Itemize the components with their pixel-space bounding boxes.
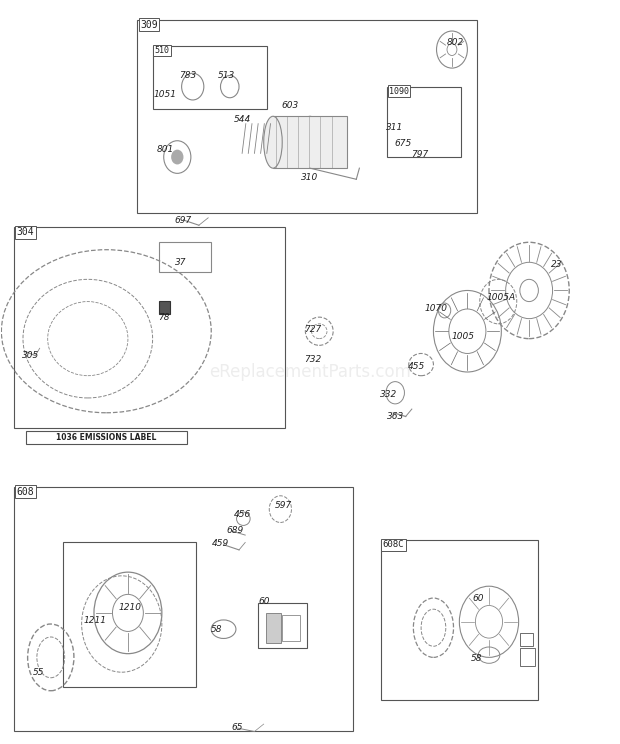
Bar (63, 542, 196, 687)
Text: 455: 455 (407, 362, 425, 371)
Bar (257, 603, 307, 648)
Bar (273, 116, 347, 168)
Text: 797: 797 (411, 150, 428, 159)
Text: 597: 597 (275, 501, 292, 510)
Text: eReplacementParts.com: eReplacementParts.com (209, 363, 411, 381)
Bar (159, 243, 211, 272)
Text: 603: 603 (281, 100, 299, 109)
Bar (137, 20, 477, 213)
Text: 1210: 1210 (118, 603, 141, 612)
Text: 689: 689 (226, 526, 243, 535)
Text: 311: 311 (386, 123, 403, 132)
Text: 1005: 1005 (451, 332, 474, 341)
Text: 60: 60 (258, 597, 270, 606)
Bar (387, 86, 461, 157)
Text: 608C: 608C (383, 540, 404, 549)
Text: 304: 304 (17, 228, 35, 237)
Bar (265, 613, 281, 643)
Bar (26, 431, 187, 444)
Text: 1090: 1090 (389, 86, 409, 96)
Bar (14, 487, 353, 731)
Text: 727: 727 (304, 324, 322, 333)
Text: 513: 513 (218, 71, 236, 80)
Text: 697: 697 (175, 216, 192, 225)
Text: 65: 65 (231, 723, 243, 732)
Text: 1005A: 1005A (487, 293, 516, 302)
Text: 309: 309 (140, 20, 158, 30)
Text: 60: 60 (472, 594, 484, 603)
Text: 459: 459 (212, 539, 229, 548)
Bar (14, 228, 285, 428)
Text: 78: 78 (158, 312, 169, 321)
Circle shape (171, 150, 184, 164)
Text: 1211: 1211 (84, 616, 107, 625)
Text: 1051: 1051 (154, 89, 177, 98)
Bar (153, 46, 267, 109)
Text: 37: 37 (175, 258, 186, 267)
Bar (381, 540, 538, 699)
Text: 608: 608 (17, 487, 35, 497)
Text: 23: 23 (551, 260, 562, 269)
Text: 1036 EMISSIONS LABEL: 1036 EMISSIONS LABEL (56, 433, 156, 442)
Text: 456: 456 (234, 510, 250, 519)
Text: 675: 675 (394, 139, 411, 148)
Text: 1070: 1070 (425, 304, 448, 313)
Bar (281, 615, 300, 641)
Text: 332: 332 (381, 390, 397, 399)
Bar (520, 633, 533, 647)
Text: 544: 544 (234, 115, 250, 124)
Text: 310: 310 (301, 173, 319, 182)
Bar (520, 648, 535, 667)
Text: 783: 783 (179, 71, 197, 80)
Text: 55: 55 (33, 667, 44, 677)
Ellipse shape (264, 116, 282, 168)
Text: 802: 802 (446, 38, 464, 47)
Text: 801: 801 (156, 145, 174, 154)
Text: 732: 732 (304, 355, 322, 364)
Text: 363: 363 (386, 412, 404, 421)
Bar (159, 301, 170, 314)
Text: 305: 305 (22, 351, 40, 360)
Text: 58: 58 (471, 655, 482, 664)
Text: 510: 510 (154, 46, 169, 55)
Text: 58: 58 (210, 625, 222, 634)
